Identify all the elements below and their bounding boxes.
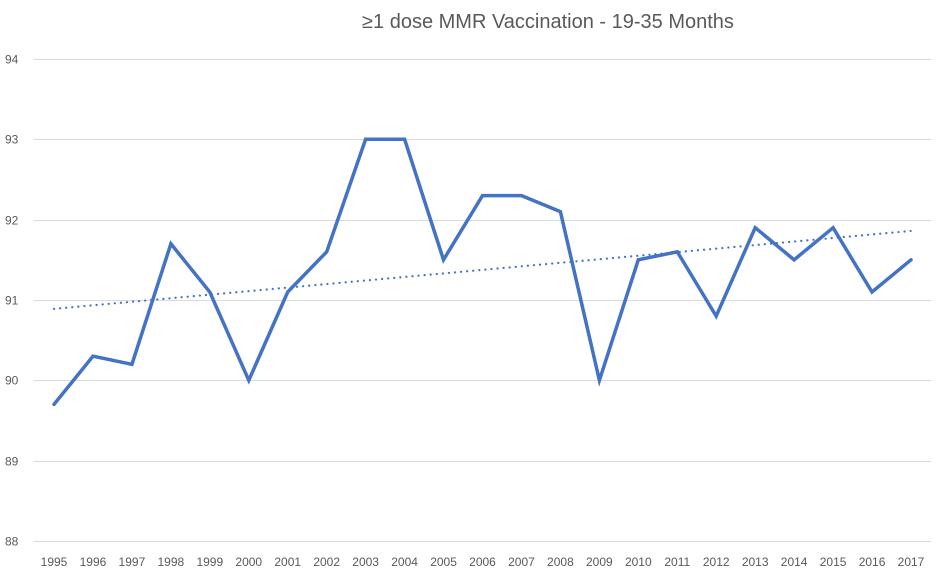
x-tick-label: 2002 (313, 555, 340, 569)
x-tick-label: 2014 (781, 555, 808, 569)
x-tick-label: 2000 (235, 555, 262, 569)
trendline (52, 229, 913, 310)
x-tick-label: 2004 (391, 555, 418, 569)
x-tick-label: 2017 (898, 555, 925, 569)
gridlines (34, 59, 931, 542)
x-tick-label: 2010 (625, 555, 652, 569)
x-tick-label: 2013 (742, 555, 769, 569)
y-tick-label: 94 (5, 53, 19, 67)
x-tick-label: 1995 (41, 555, 68, 569)
x-tick-label: 2016 (859, 555, 886, 569)
x-axis-labels: 1995 1996 1997 1998 1999 2000 2001 2002 2003 2004… (41, 555, 925, 569)
x-tick-label: 2003 (352, 555, 379, 569)
y-tick-label: 89 (5, 455, 19, 469)
x-tick-label: 1997 (119, 555, 146, 569)
x-tick-label: 2012 (703, 555, 730, 569)
y-tick-label: 88 (5, 535, 19, 549)
x-tick-label: 2006 (469, 555, 496, 569)
data-series (52, 137, 913, 407)
y-tick-label: 90 (5, 374, 19, 388)
x-tick-label: 2001 (274, 555, 301, 569)
x-tick-label: 1996 (80, 555, 107, 569)
x-tick-label: 2007 (508, 555, 535, 569)
y-tick-label: 91 (5, 294, 19, 308)
x-tick-label: 2015 (820, 555, 847, 569)
y-tick-label: 93 (5, 133, 19, 147)
x-tick-label: 1998 (158, 555, 185, 569)
x-tick-label: 2005 (430, 555, 457, 569)
x-tick-label: 1999 (196, 555, 223, 569)
series-line (52, 137, 913, 407)
chart-title: ≥1 dose MMR Vaccination - 19-35 Months (362, 11, 734, 33)
y-tick-label: 92 (5, 214, 19, 228)
x-tick-label: 2008 (547, 555, 574, 569)
x-tick-label: 2011 (664, 555, 690, 569)
x-tick-label: 2009 (586, 555, 613, 569)
y-axis-labels: 88 89 90 91 92 93 94 (5, 53, 19, 549)
trendline-path (52, 229, 913, 310)
